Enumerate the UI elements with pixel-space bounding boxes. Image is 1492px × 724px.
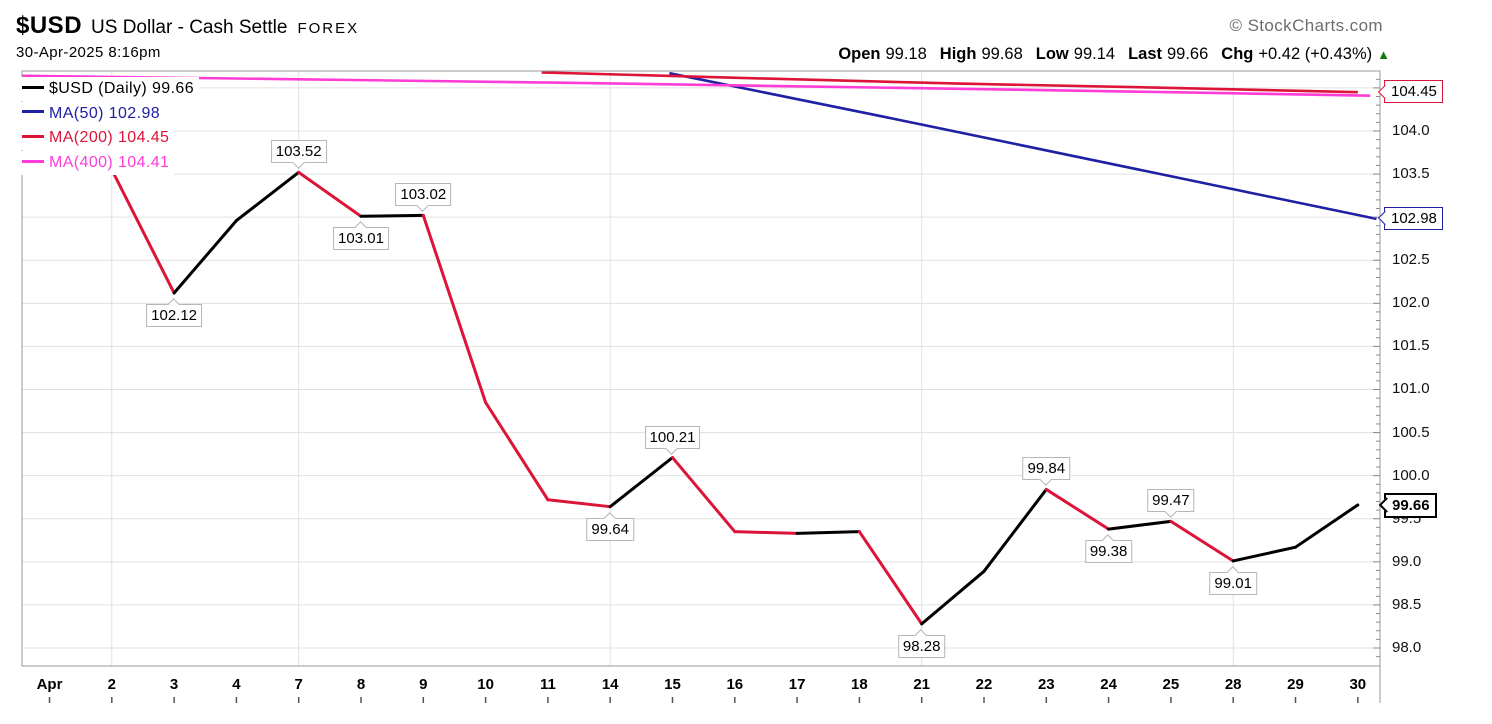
price-point-label: 99.01 <box>1209 566 1257 595</box>
price-line-segment <box>1107 519 1173 531</box>
axis-value-callout: 102.98 <box>1377 206 1443 230</box>
legend-swatch <box>22 134 44 138</box>
plot-frame <box>21 70 1381 667</box>
x-axis-label: 24 <box>1100 676 1117 693</box>
price-point-label: 99.38 <box>1084 534 1133 564</box>
quote-last: Last 99.66 <box>1128 45 1209 63</box>
legend-item: MA(50) 102.98 <box>20 101 166 126</box>
price-point-label: 99.47 <box>1147 489 1195 519</box>
price-line-segment <box>1169 519 1235 563</box>
x-axis-label: 10 <box>477 676 494 693</box>
stockcharts-copyright: © StockCharts.com <box>1229 16 1383 35</box>
ma50-line <box>669 71 1377 221</box>
price-point-label: 103.52 <box>270 140 327 170</box>
price-point-label: 99.84 <box>1022 457 1071 487</box>
quote-open: Open 99.18 <box>838 45 927 63</box>
legend-item: MA(200) 104.45 <box>20 126 175 151</box>
y-axis-label: 99.0 <box>1392 552 1422 570</box>
legend-label: MA(50) 102.98 <box>49 104 161 122</box>
axis-value-callout: 104.45 <box>1377 80 1443 104</box>
axis-value-callout: 99.66 <box>1378 492 1437 518</box>
y-axis-label: 103.5 <box>1392 165 1430 183</box>
price-line-segment <box>546 498 612 509</box>
symbol: $USD <box>16 12 83 39</box>
price-line-segment <box>982 487 1048 573</box>
quote-low: Low 99.14 <box>1035 45 1116 63</box>
legend-label: MA(200) 104.45 <box>49 129 170 147</box>
legend-swatch <box>22 110 44 114</box>
x-axis-label: 29 <box>1287 676 1304 693</box>
price-line-segment <box>920 569 986 626</box>
price-point-label: 98.28 <box>897 628 946 658</box>
legend-label: MA(400) 104.41 <box>49 153 170 171</box>
x-axis-label: 7 <box>294 676 303 693</box>
x-axis-label: 11 <box>539 676 556 693</box>
legend-swatch <box>22 159 44 163</box>
y-axis-label: 102.0 <box>1392 294 1430 312</box>
x-axis-label: 9 <box>419 676 428 693</box>
legend-label: $USD (Daily) 99.66 <box>49 80 195 97</box>
price-line-segment <box>795 530 861 535</box>
price-line-segment <box>172 219 238 295</box>
y-axis-label: 101.0 <box>1392 380 1430 398</box>
price-line-segment <box>733 530 799 535</box>
price-point-label: 103.02 <box>395 183 452 213</box>
price-line-segment <box>857 530 924 626</box>
chart-title: $USD US Dollar - Cash Settle FOREX <box>16 12 359 40</box>
price-line-segment <box>297 170 363 218</box>
y-axis-label: 98.5 <box>1392 595 1422 613</box>
x-axis-label: 4 <box>232 676 241 693</box>
x-axis-label: 18 <box>851 676 868 693</box>
y-axis-label: 100.5 <box>1392 423 1430 441</box>
x-axis-label: 3 <box>169 676 179 693</box>
legend-item: MA(400) 104.41 <box>20 150 175 175</box>
price-line-segment <box>1231 545 1297 563</box>
exchange-label: FOREX <box>297 20 360 37</box>
x-axis-label: 25 <box>1162 676 1180 693</box>
price-line-segment <box>110 168 176 295</box>
price-line-segment <box>359 213 425 218</box>
x-axis-label: 14 <box>601 676 619 693</box>
price-line-segment <box>1294 503 1360 549</box>
price-point-label: 102.12 <box>146 298 203 327</box>
x-axis-label: 22 <box>975 676 993 693</box>
price-line-segment <box>421 213 488 404</box>
legend-swatch <box>22 85 44 89</box>
y-axis-label: 104.0 <box>1392 121 1430 139</box>
quote-summary: Open 99.18 High 99.68 Low 99.14 Last 99.… <box>838 45 1390 64</box>
x-axis-label: 8 <box>356 676 366 693</box>
price-line-segment <box>608 456 674 509</box>
ma400-line <box>22 74 1371 97</box>
quote-change: Chg +0.42 (+0.43%) <box>1221 45 1390 64</box>
x-axis-label: Apr <box>36 676 63 693</box>
y-axis-label: 102.5 <box>1392 251 1430 269</box>
price-point-label: 99.64 <box>586 511 634 541</box>
price-point-label: 103.01 <box>333 221 389 251</box>
x-axis-label: 28 <box>1224 676 1242 693</box>
x-axis-label: 15 <box>664 676 681 693</box>
x-axis-label: 16 <box>726 676 744 693</box>
x-axis-label: 30 <box>1349 676 1367 693</box>
x-axis-label: 23 <box>1037 676 1055 693</box>
y-axis-label: 98.0 <box>1392 639 1422 656</box>
x-axis-label: 21 <box>913 676 931 693</box>
y-axis-label: 101.5 <box>1392 337 1430 355</box>
chart-datetime: 30-Apr-2025 8:16pm <box>16 44 161 61</box>
legend-item: $USD (Daily) 99.66 <box>20 77 200 101</box>
y-axis-label: 100.0 <box>1392 466 1430 484</box>
price-line-segment <box>234 170 301 223</box>
ma200-line <box>541 71 1358 94</box>
price-line-segment <box>1044 487 1111 531</box>
x-axis-label: 2 <box>107 676 116 693</box>
price-line-segment <box>484 400 550 502</box>
quote-high: High 99.68 <box>939 45 1023 63</box>
x-axis-label: 17 <box>788 676 806 693</box>
price-point-label: 100.21 <box>644 425 701 455</box>
instrument-name: US Dollar - Cash Settle <box>91 17 288 38</box>
price-line-segment <box>671 456 737 534</box>
